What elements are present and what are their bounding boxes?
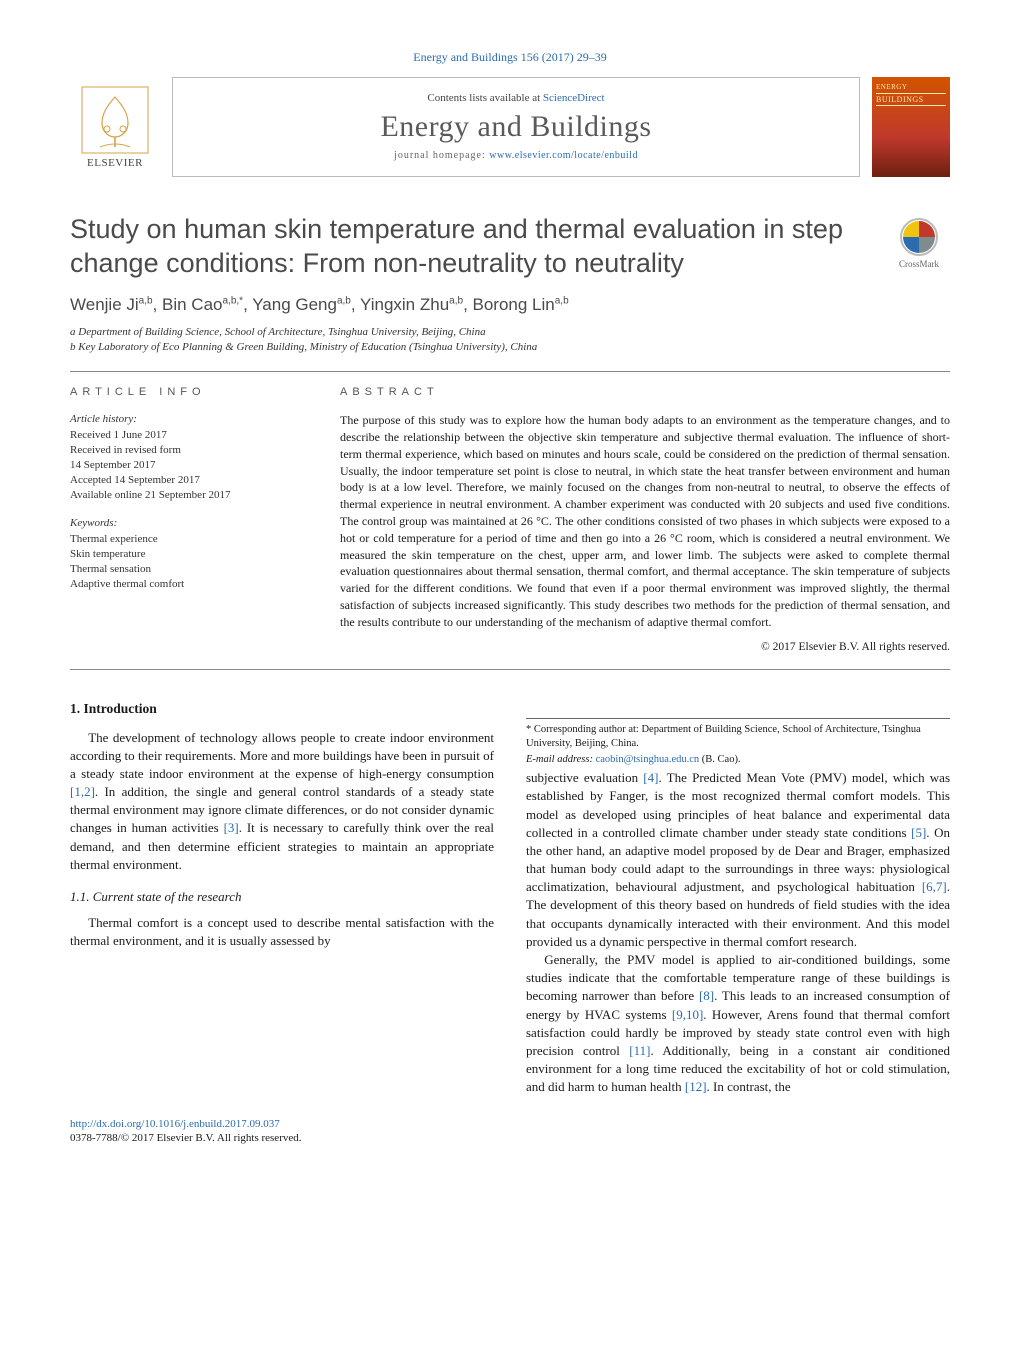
keyword: Thermal sensation <box>70 562 300 577</box>
rule-top <box>70 371 950 372</box>
section-1-heading: 1. Introduction <box>70 700 494 719</box>
history-line: Received 1 June 2017 <box>70 428 300 443</box>
history-line: Accepted 14 September 2017 <box>70 473 300 488</box>
homepage-link[interactable]: www.elsevier.com/locate/enbuild <box>489 150 638 161</box>
author-email-link[interactable]: caobin@tsinghua.edu.cn <box>596 754 700 765</box>
article-history-block: Article history: Received 1 June 2017 Re… <box>70 412 300 502</box>
elsevier-tree-icon <box>80 85 150 155</box>
article-info-column: article info Article history: Received 1… <box>70 386 300 652</box>
abstract-text: The purpose of this study was to explore… <box>340 412 950 630</box>
keyword: Skin temperature <box>70 547 300 562</box>
history-line: Available online 21 September 2017 <box>70 488 300 503</box>
journal-name: Energy and Buildings <box>380 110 651 144</box>
journal-cover-thumbnail: ENERGY BUILDINGS <box>872 77 950 177</box>
cover-text-top: ENERGY <box>876 83 946 91</box>
page-footer: http://dx.doi.org/10.1016/j.enbuild.2017… <box>70 1117 950 1147</box>
email-label: E-mail address: <box>526 754 596 765</box>
article-title: Study on human skin temperature and ther… <box>70 213 876 281</box>
history-line: Received in revised form <box>70 443 300 458</box>
crossmark-label: CrossMark <box>899 259 939 269</box>
email-suffix: (B. Cao). <box>699 754 740 765</box>
abstract-copyright: © 2017 Elsevier B.V. All rights reserved… <box>340 641 950 653</box>
affiliations: a Department of Building Science, School… <box>70 325 950 356</box>
publisher-logo: ELSEVIER <box>70 77 160 177</box>
publisher-label: ELSEVIER <box>87 157 143 169</box>
email-line: E-mail address: caobin@tsinghua.edu.cn (… <box>526 753 950 767</box>
sciencedirect-link[interactable]: ScienceDirect <box>543 92 605 104</box>
title-row: Study on human skin temperature and ther… <box>70 213 950 281</box>
footnote-block: * Corresponding author at: Department of… <box>526 718 950 768</box>
article-history-title: Article history: <box>70 412 300 427</box>
contents-line: Contents lists available at ScienceDirec… <box>427 92 604 104</box>
col2-para-2: Generally, the PMV model is applied to a… <box>526 951 950 1097</box>
homepage-prefix: journal homepage: <box>394 150 489 161</box>
contents-prefix: Contents lists available at <box>427 92 542 104</box>
header-citation: Energy and Buildings 156 (2017) 29–39 <box>70 50 950 65</box>
keywords-block: Keywords: Thermal experience Skin temper… <box>70 516 300 591</box>
crossmark-badge[interactable]: CrossMark <box>888 217 950 269</box>
article-info-heading: article info <box>70 386 300 398</box>
homepage-line: journal homepage: www.elsevier.com/locat… <box>394 150 638 161</box>
cover-text-mid: BUILDINGS <box>876 93 946 106</box>
abstract-column: abstract The purpose of this study was t… <box>340 386 950 652</box>
page: Energy and Buildings 156 (2017) 29–39 EL… <box>0 0 1020 1186</box>
affiliation-b: b Key Laboratory of Eco Planning & Green… <box>70 340 950 355</box>
keywords-title: Keywords: <box>70 516 300 531</box>
header-row: ELSEVIER Contents lists available at Sci… <box>70 77 950 177</box>
col2-para-1: subjective evaluation [4]. The Predicted… <box>526 769 950 951</box>
affiliation-a: a Department of Building Science, School… <box>70 325 950 340</box>
authors-line: Wenjie Jia,b, Bin Caoa,b,*, Yang Genga,b… <box>70 295 950 315</box>
header-center-box: Contents lists available at ScienceDirec… <box>172 77 860 177</box>
abstract-heading: abstract <box>340 386 950 398</box>
doi-link[interactable]: http://dx.doi.org/10.1016/j.enbuild.2017… <box>70 1118 280 1130</box>
corresponding-author-note: * Corresponding author at: Department of… <box>526 723 950 751</box>
crossmark-icon <box>899 217 939 257</box>
history-line: 14 September 2017 <box>70 458 300 473</box>
rule-bottom <box>70 669 950 670</box>
keyword: Thermal experience <box>70 532 300 547</box>
section-1-1-heading: 1.1. Current state of the research <box>70 888 494 906</box>
intro-paragraph: The development of technology allows peo… <box>70 729 494 875</box>
meta-row: article info Article history: Received 1… <box>70 386 950 652</box>
body-columns: 1. Introduction The development of techn… <box>70 700 950 1097</box>
sub-para-1: Thermal comfort is a concept used to des… <box>70 914 494 950</box>
keyword: Adaptive thermal comfort <box>70 577 300 592</box>
issn-copyright-line: 0378-7788/© 2017 Elsevier B.V. All right… <box>70 1131 950 1146</box>
